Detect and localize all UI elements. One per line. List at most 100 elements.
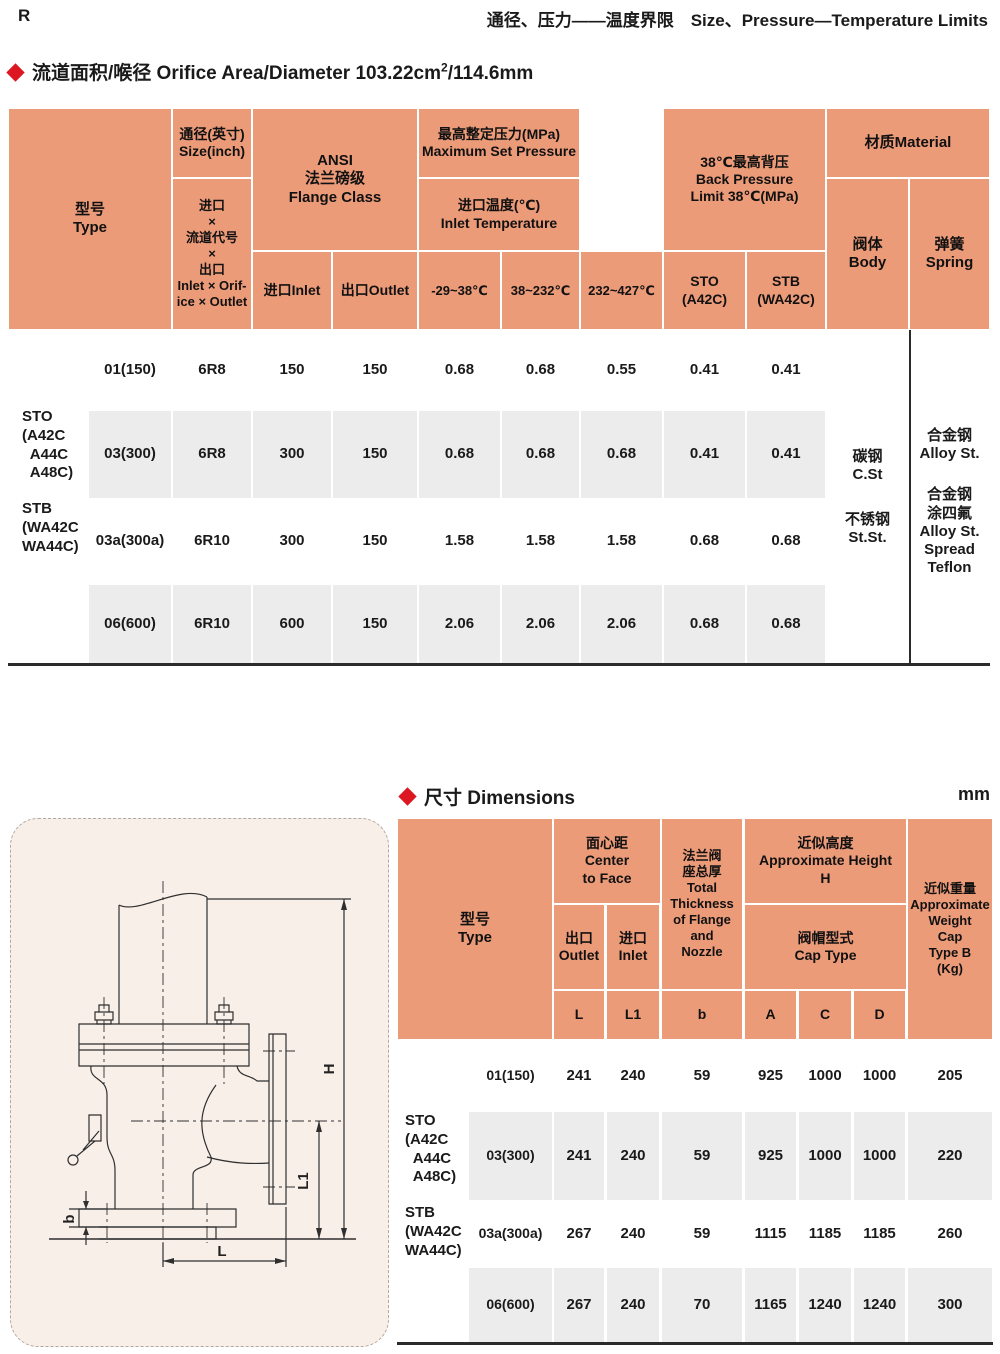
lower-left-wall xyxy=(106,1136,116,1209)
branch-bottom-edge xyxy=(206,1156,270,1165)
pipe-break-line xyxy=(118,892,208,908)
t2-row1-b: 59 xyxy=(693,1066,711,1084)
l1-label: L1 xyxy=(295,1172,312,1190)
t1-header-inlet-temperature: 进口温度(℃) Inlet Temperature xyxy=(419,179,579,250)
t1-header-stb: STB (WA42C) xyxy=(747,252,825,329)
t2-header-weight: 近似重量 Approximate Weight Cap Type B (Kg) xyxy=(908,819,992,1039)
t1-row2-t2: 0.68 xyxy=(502,411,579,498)
t2-header-dim-c: C xyxy=(799,991,851,1039)
t1-row4-outlet: 150 xyxy=(333,585,417,663)
t2-row2-d: 1000 xyxy=(854,1112,905,1200)
t1-row3-t3: 1.58 xyxy=(606,532,637,550)
right-bolt xyxy=(214,1004,234,1025)
t1-row2-size: 6R8 xyxy=(173,411,251,498)
t2-row4-w: 300 xyxy=(908,1268,992,1342)
t2-header-cap-type: 阀帽型式 Cap Type xyxy=(745,905,906,989)
t2-row4-code: 06(600) xyxy=(469,1268,552,1342)
valve-drawing-panel: H L1 L b xyxy=(10,818,389,1347)
lever-arm xyxy=(76,1114,102,1157)
t1-row3-stb: 0.68 xyxy=(771,532,801,550)
t2-header-dim-b: b xyxy=(662,991,742,1039)
t1-row2-stb: 0.41 xyxy=(747,411,825,498)
pipe-walls xyxy=(118,897,208,1024)
t1-header-temp-range-2: 38~232℃ xyxy=(502,252,579,329)
lever-ball xyxy=(67,1154,79,1166)
t2-row1-d: 1000 xyxy=(862,1066,897,1084)
t1-row4-code: 06(600) xyxy=(89,585,171,663)
bonnet-flange-plates xyxy=(78,1023,250,1067)
t1-body-material-2: 不锈钢 St.St. xyxy=(844,510,890,546)
t1-row2-sto: 0.41 xyxy=(664,411,745,498)
t2-header-dim-l1: L1 xyxy=(607,991,659,1039)
t1-bottom-rule xyxy=(8,663,990,666)
t2-header-type: 型号 Type xyxy=(398,819,552,1039)
t2-header-thickness: 法兰阀 座总厚 Total Thickness of Flange and No… xyxy=(662,819,742,989)
t1-row3-sto: 0.68 xyxy=(689,532,720,550)
t1-row4-t2: 2.06 xyxy=(502,585,579,663)
t2-row4-l1: 240 xyxy=(607,1268,659,1342)
t1-row2-t1: 0.68 xyxy=(419,411,500,498)
inlet-flange xyxy=(78,1208,237,1228)
t2-row1-l1: 240 xyxy=(620,1066,646,1084)
section1-title-text: 流道面积/喉径 Orifice Area/Diameter 103.22cm xyxy=(32,63,442,84)
l-label: L xyxy=(217,1243,226,1260)
t1-row2-t3: 0.68 xyxy=(581,411,662,498)
t1-row4-t3: 2.06 xyxy=(581,585,662,663)
t2-header-dim-a: A xyxy=(745,991,796,1039)
t1-header-inlet-orifice-outlet: 进口 × 流道代号 × 出口 Inlet × Orif- ice × Outle… xyxy=(173,179,251,329)
left-bolt xyxy=(94,1004,114,1025)
b-dimension-line xyxy=(69,1191,107,1245)
t2-bottom-rule xyxy=(397,1342,993,1345)
section2-diamond-icon xyxy=(398,787,417,806)
t1-row3-t2: 1.58 xyxy=(525,532,556,550)
t1-row3-code: 03a(300a) xyxy=(95,532,165,550)
t1-row3-t1: 1.58 xyxy=(444,532,475,550)
t1-row1-code: 01(150) xyxy=(104,361,156,379)
t2-row3-b: 59 xyxy=(693,1224,711,1242)
t1-header-ansi-flange-class: ANSI 法兰磅级 Flange Class xyxy=(253,109,417,250)
t1-row2-outlet: 150 xyxy=(333,411,417,498)
t1-row4-t1: 2.06 xyxy=(419,585,500,663)
t1-spring-material-2: 合金钢 涂四氟 Alloy St. Spread Teflon xyxy=(919,486,980,577)
internal-passage-curve xyxy=(201,1084,217,1158)
t2-row2-code: 03(300) xyxy=(469,1112,552,1200)
h-dimension-line xyxy=(207,898,351,1239)
t1-row2-inlet: 300 xyxy=(253,411,331,498)
body-right-shoulder xyxy=(236,1065,269,1082)
t2-row3-w: 260 xyxy=(937,1224,963,1242)
t1-header-inlet: 进口Inlet xyxy=(253,252,331,329)
t1-row4-stb: 0.68 xyxy=(747,585,825,663)
t2-row4-b: 70 xyxy=(662,1268,742,1342)
t2-row1-a: 925 xyxy=(757,1066,784,1084)
body-left-wall xyxy=(90,1065,108,1137)
section2-unit: mm xyxy=(957,784,990,804)
t1-row1-outlet: 150 xyxy=(362,361,388,379)
t2-row4-a: 1165 xyxy=(745,1268,796,1342)
b-arrowheads xyxy=(83,1201,89,1235)
t1-header-sto: STO (A42C) xyxy=(664,252,745,329)
t1-group-stb-label: STB (WA42C WA44C) xyxy=(22,500,79,555)
t1-body-material-1: 碳钢 C.St xyxy=(852,447,883,483)
t1-row3-size: 6R10 xyxy=(194,532,230,550)
t2-row3-d: 1185 xyxy=(863,1224,896,1242)
section2-title: 尺寸 Dimensions xyxy=(424,788,575,809)
t2-row3-l1: 240 xyxy=(620,1224,646,1242)
bolt-centerlines xyxy=(103,997,225,1084)
t1-row1-inlet: 150 xyxy=(279,361,305,379)
t2-row1-code: 01(150) xyxy=(486,1067,535,1084)
t1-header-temp-range-3: 232~427℃ xyxy=(581,252,662,329)
b-label: b xyxy=(61,1214,78,1223)
h-label: H xyxy=(321,1064,338,1075)
t2-row4-c: 1240 xyxy=(799,1268,851,1342)
t2-row2-l1: 240 xyxy=(607,1112,659,1200)
t2-group-stb-label: STB (WA42C WA44C) xyxy=(405,1204,462,1259)
pressure-temperature-table: 型号 Type 通径(英寸) Size(inch) 进口 × 流道代号 × 出口… xyxy=(8,108,990,668)
valve-technical-drawing: H L1 L b xyxy=(49,881,356,1267)
t1-header-max-set-pressure: 最高整定压力(MPa) Maximum Set Pressure xyxy=(419,109,579,177)
t2-row1-c: 1000 xyxy=(808,1066,842,1084)
t1-group-sto-label: STO (A42C A44C A48C) xyxy=(22,408,74,482)
t1-header-type: 型号 Type xyxy=(9,109,171,329)
t1-row1-t2: 0.68 xyxy=(525,361,556,379)
section1-diamond-icon xyxy=(6,63,25,82)
